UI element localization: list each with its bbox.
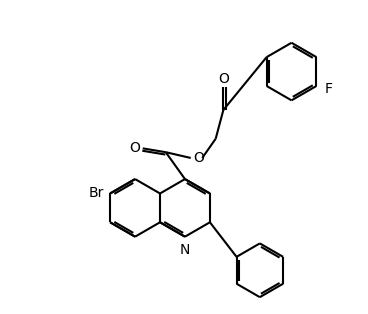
Text: O: O [218, 72, 229, 86]
Text: O: O [193, 151, 204, 165]
Text: Br: Br [89, 187, 105, 200]
Text: N: N [180, 243, 190, 257]
Text: F: F [324, 82, 332, 96]
Text: O: O [130, 141, 141, 155]
